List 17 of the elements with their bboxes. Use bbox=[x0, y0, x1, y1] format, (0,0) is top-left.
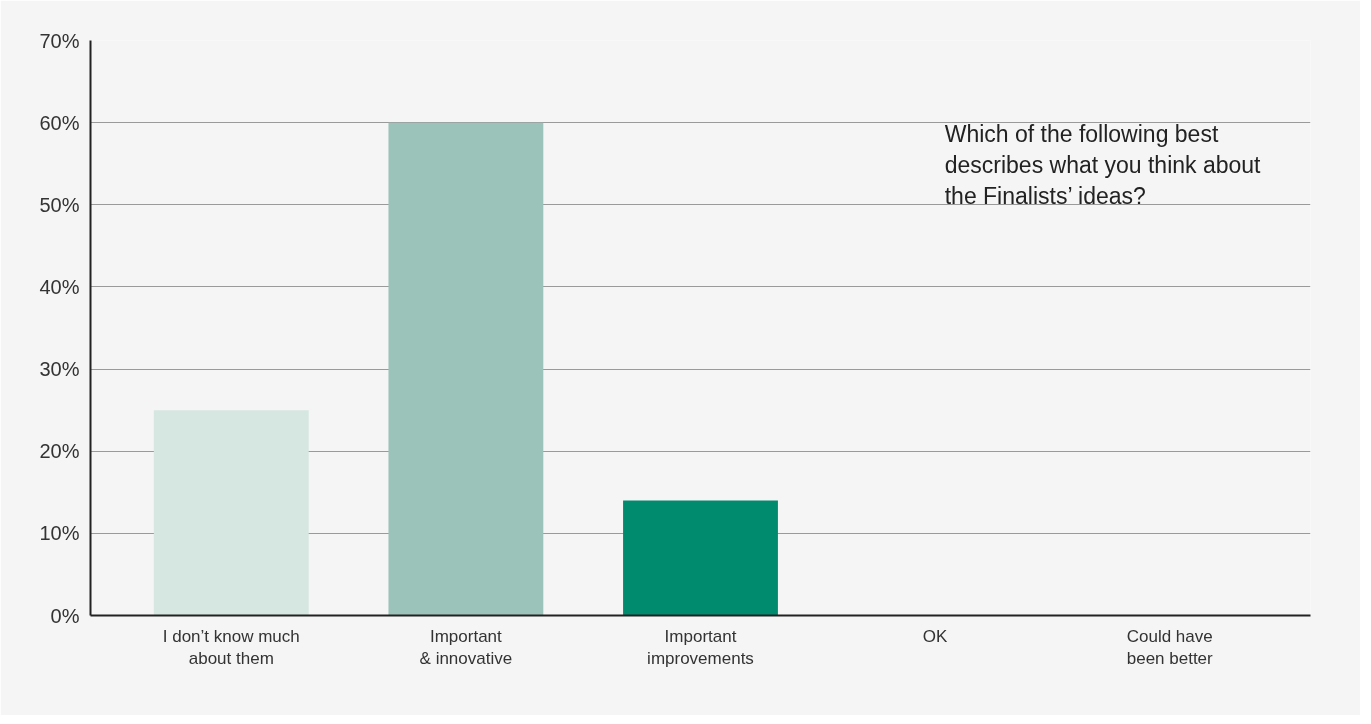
y-tick-label: 40% bbox=[39, 275, 80, 298]
bar bbox=[388, 122, 544, 616]
x-tick-label: Important improvements bbox=[647, 626, 754, 669]
text: Which of the following best describes what you think about the Finalists’ ideas? bbox=[944, 120, 1262, 209]
y-tick-label: 50% bbox=[39, 193, 80, 216]
x-tick-label: Could have been better bbox=[1126, 626, 1214, 669]
x-tick-label: OK bbox=[922, 626, 949, 646]
y-tick-label: 20% bbox=[39, 440, 80, 463]
y-tick-label: 10% bbox=[39, 522, 80, 545]
y-tick-label: 60% bbox=[39, 111, 80, 134]
bar bbox=[153, 410, 309, 616]
x-tick-label: I don’t know much about them bbox=[162, 626, 300, 669]
y-tick-label: 30% bbox=[39, 358, 80, 381]
y-tick-label: 70% bbox=[39, 29, 80, 52]
x-tick-label: Important & innovative bbox=[419, 626, 513, 669]
bar bbox=[623, 500, 778, 616]
y-tick-label: 0% bbox=[50, 604, 80, 627]
